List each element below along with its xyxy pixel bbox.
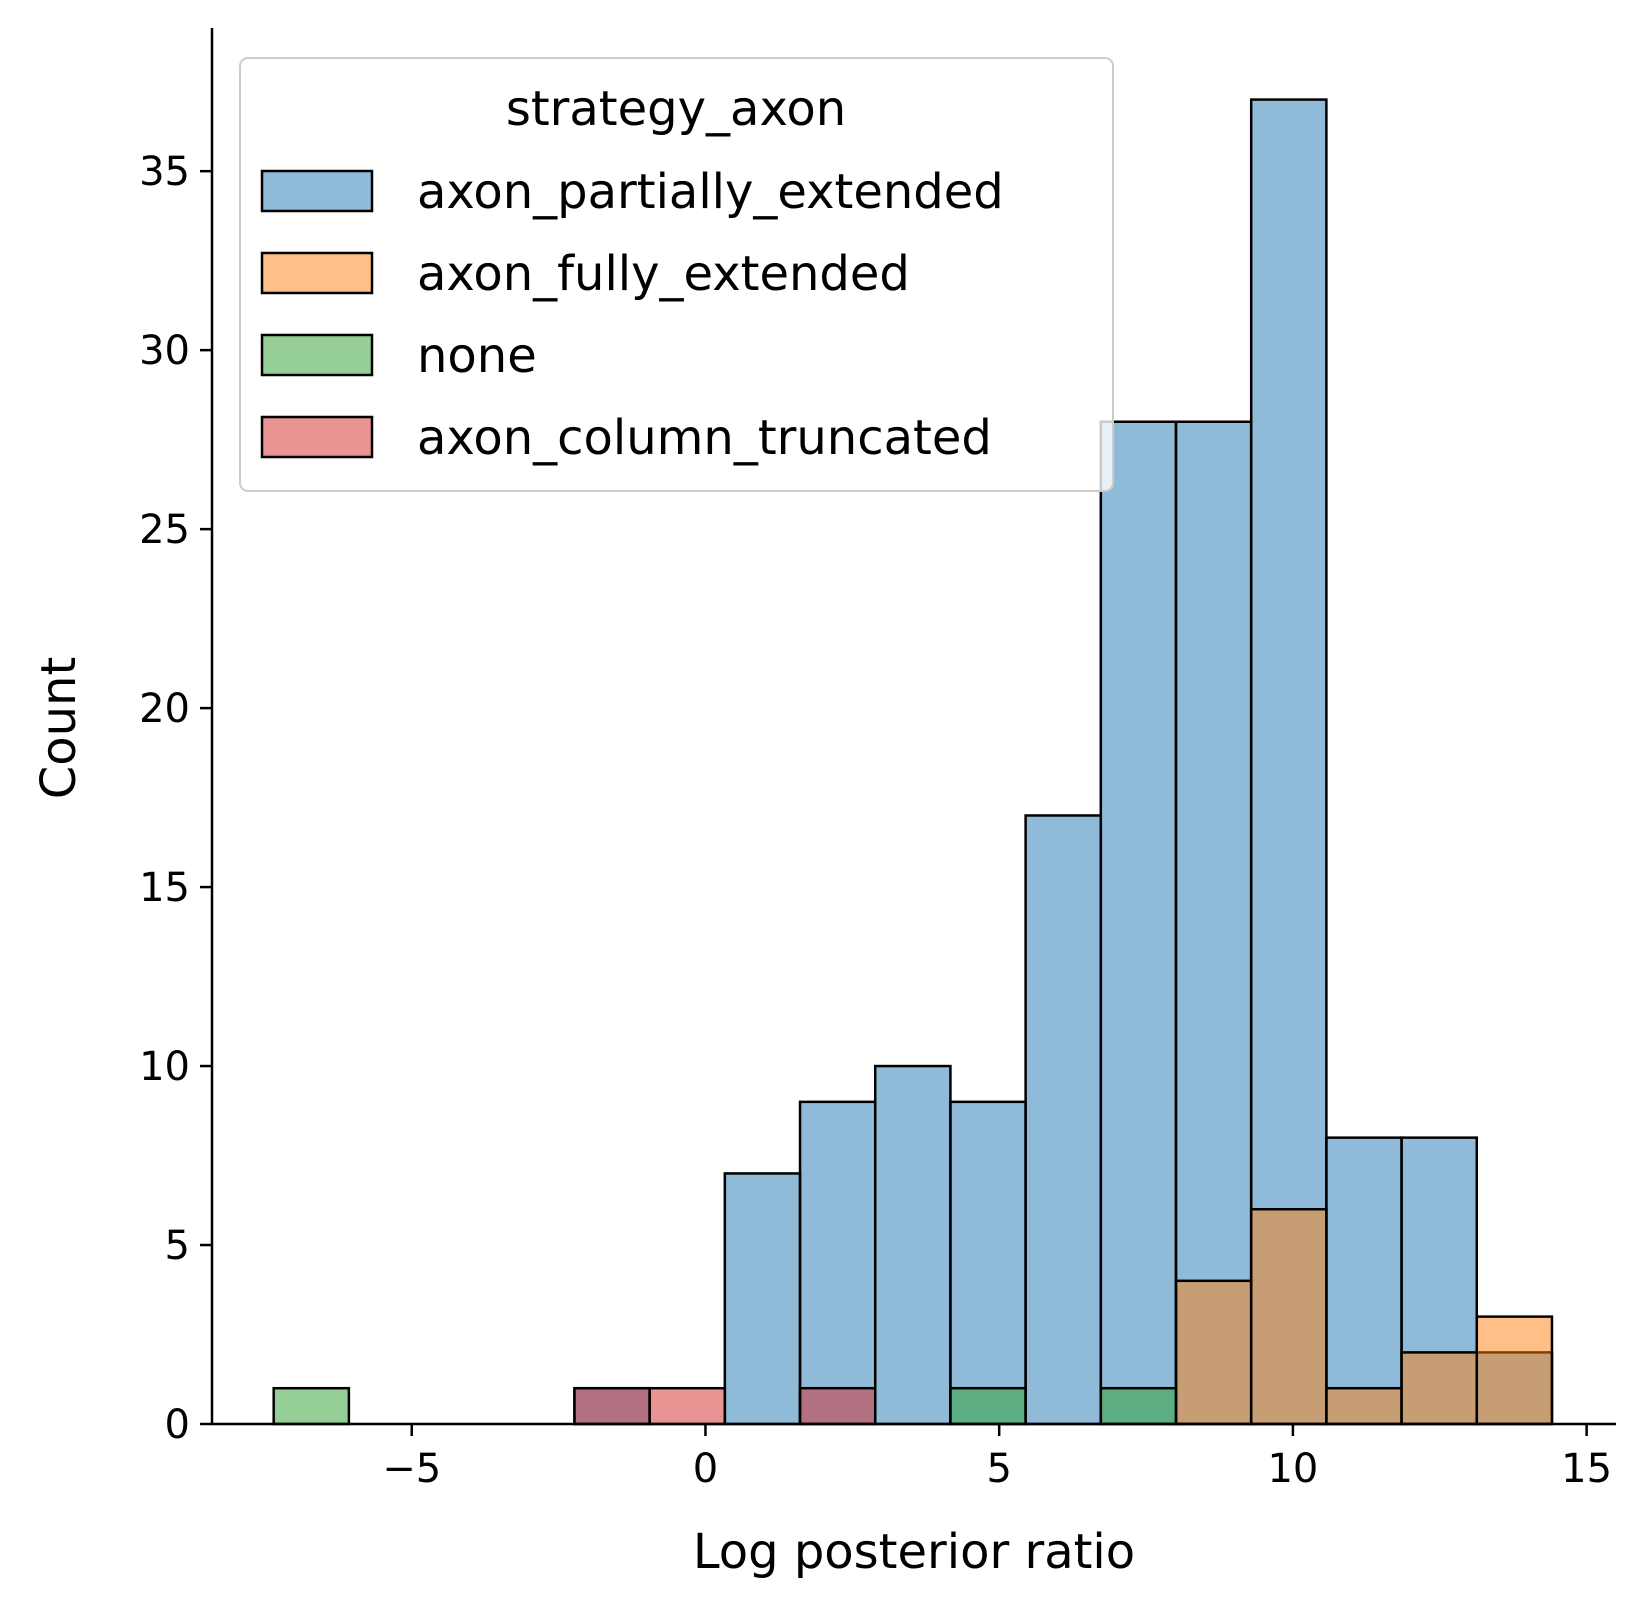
bar-none-bin-9 [949, 1386, 1027, 1426]
bar-axon-column-truncated-bin-7 [798, 1386, 877, 1426]
y-tick-label: 0 [165, 1402, 190, 1448]
y-tick-label: 30 [139, 328, 190, 374]
bar-axon-partially-extended-bin-9 [949, 1100, 1027, 1426]
bar-axon-fully-extended-bin-16 [1475, 1315, 1554, 1426]
y-tick-label: 15 [139, 865, 190, 911]
legend-frame [239, 57, 1114, 492]
y-axis-title: Count [31, 657, 87, 800]
legend-swatch-axon-partially-extended [260, 169, 374, 213]
legend-label-axon-partially-extended: axon_partially_extended [417, 164, 1004, 220]
bar-none-bin-11 [1099, 1386, 1178, 1426]
legend-swatch-axon-column-truncated [260, 415, 374, 459]
legend-label-axon-column-truncated: axon_column_truncated [417, 410, 992, 466]
y-tick-label: 35 [139, 149, 190, 195]
x-tick-label: 15 [1561, 1446, 1612, 1492]
y-tick-label: 5 [165, 1223, 190, 1269]
bar-axon-column-truncated-bin-4 [573, 1386, 651, 1426]
bar-axon-column-truncated-bin-5 [648, 1386, 727, 1426]
legend-label-none: none [417, 328, 537, 384]
bars-layer [272, 98, 1554, 1426]
y-tick-label: 20 [139, 686, 190, 732]
bar-axon-fully-extended-bin-13 [1249, 1207, 1328, 1426]
bar-axon-partially-extended-bin-10 [1024, 814, 1103, 1426]
legend-items: axon_partially_extended axon_fully_extend… [260, 164, 1004, 466]
bar-axon-fully-extended-bin-12 [1174, 1279, 1253, 1426]
x-tick-label: −5 [382, 1446, 441, 1492]
bar-axon-partially-extended-bin-11 [1099, 420, 1178, 1426]
x-tick-label: 5 [986, 1446, 1011, 1492]
legend-swatch-none [260, 333, 374, 377]
legend: strategy_axon axon_partially_extendedaxo… [239, 57, 1114, 492]
bar-axon-fully-extended-bin-15 [1400, 1351, 1479, 1426]
x-axis-title: Log posterior ratio [693, 1524, 1135, 1580]
bar-axon-partially-extended-bin-14 [1325, 1136, 1403, 1426]
legend-title: strategy_axon [506, 81, 846, 137]
bar-none-bin-0 [272, 1386, 351, 1426]
bar-axon-partially-extended-bin-8 [873, 1064, 952, 1426]
y-tick-label: 25 [139, 507, 190, 553]
bar-axon-partially-extended-bin-12 [1174, 420, 1253, 1426]
axes-layer: −5 0 5 10 15 0 5 10 15 20 25 30 35 [139, 28, 1616, 1492]
x-tick-label: 0 [693, 1446, 718, 1492]
bar-axon-partially-extended-bin-6 [723, 1172, 802, 1426]
legend-label-axon-fully-extended: axon_fully_extended [417, 246, 910, 302]
bar-axon-partially-extended-bin-7 [798, 1100, 877, 1426]
x-tick-label: 10 [1267, 1446, 1318, 1492]
y-tick-label: 10 [139, 1044, 190, 1090]
bar-axon-fully-extended-bin-14 [1325, 1386, 1403, 1426]
legend-swatch-axon-fully-extended [260, 251, 374, 295]
